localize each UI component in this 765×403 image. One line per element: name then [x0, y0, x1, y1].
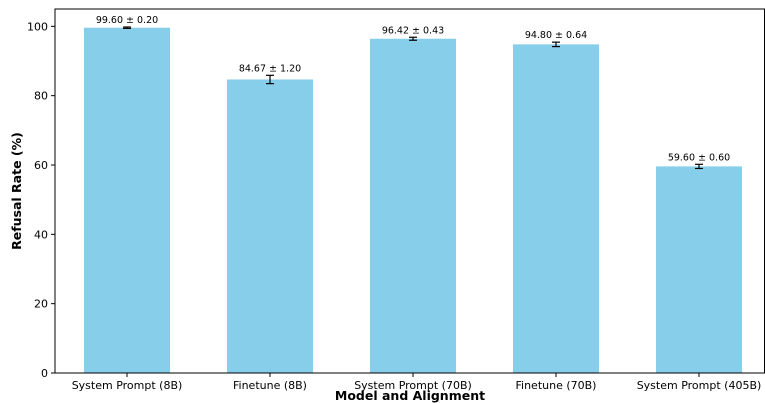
y-tick-label: 40	[34, 228, 48, 241]
error-bars-group	[123, 26, 703, 170]
bar	[227, 79, 313, 374]
x-tick-label: System Prompt (8B)	[72, 379, 183, 392]
data-label: 84.67 ± 1.20	[239, 63, 301, 74]
bar	[513, 44, 599, 374]
x-tick-label: System Prompt (405B)	[637, 379, 762, 392]
y-ticks-group: 0 20 40 60 80 100	[27, 20, 55, 380]
y-tick-label: 60	[34, 159, 48, 172]
y-tick-label: 100	[27, 20, 48, 33]
bar	[656, 166, 742, 373]
bar	[370, 38, 456, 374]
y-tick-label: 20	[34, 298, 48, 311]
data-label: 99.60 ± 0.20	[96, 15, 158, 26]
bars-group	[84, 27, 742, 374]
x-tick-label: System Prompt (70B)	[354, 379, 472, 392]
x-tick-label: Finetune (70B)	[516, 379, 597, 392]
y-tick-label: 0	[41, 367, 48, 380]
data-label: 96.42 ± 0.43	[382, 25, 444, 36]
bar	[84, 27, 170, 373]
data-label: 94.80 ± 0.64	[525, 30, 587, 41]
x-ticks-group: System Prompt (8B) Finetune (8B) System Pr…	[72, 373, 762, 392]
y-tick-label: 80	[34, 90, 48, 103]
x-tick-label: Finetune (8B)	[233, 379, 307, 392]
data-label: 59.60 ± 0.60	[668, 152, 730, 163]
x-axis-title: Model and Alignment	[335, 388, 485, 403]
y-axis-title: Refusal Rate (%)	[9, 132, 24, 250]
data-labels-group: 99.60 ± 0.20 84.67 ± 1.20 96.42 ± 0.43 94.8…	[96, 15, 730, 163]
